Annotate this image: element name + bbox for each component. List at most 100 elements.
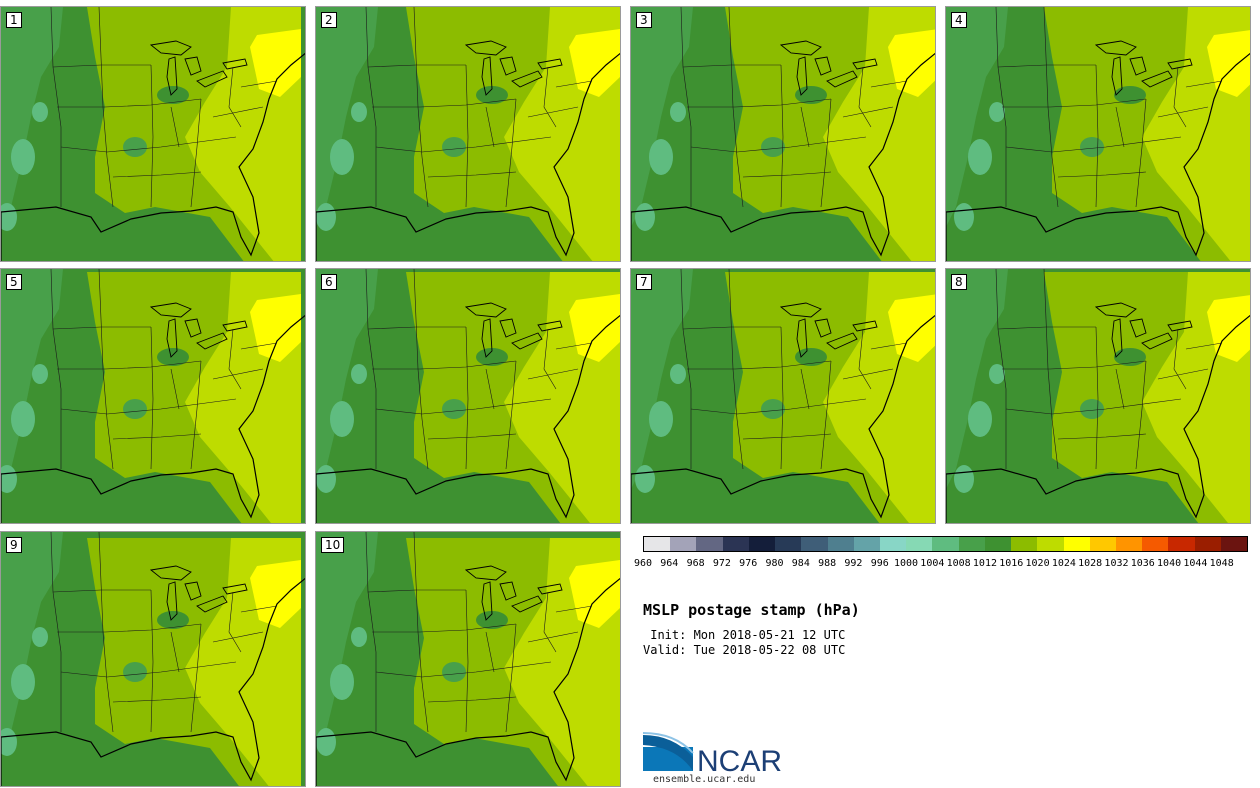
ensemble-member-map: 8 — [945, 268, 1251, 524]
state-border — [240, 342, 278, 350]
state-border — [150, 326, 154, 470]
state-border — [190, 360, 202, 470]
great-lake-outline — [779, 40, 822, 56]
state-border — [543, 328, 557, 390]
pressure-band — [250, 294, 301, 362]
pressure-patch — [330, 664, 354, 700]
state-border — [190, 623, 202, 733]
state-border — [372, 360, 517, 370]
pressure-band — [316, 532, 378, 752]
pressure-band — [250, 560, 301, 628]
pressure-patch — [316, 728, 336, 756]
pressure-patch — [795, 86, 827, 104]
state-border — [687, 360, 832, 370]
pressure-patch — [989, 364, 1005, 384]
state-border — [57, 98, 202, 108]
state-border — [858, 66, 872, 128]
pressure-patch — [157, 348, 189, 366]
state-border — [1185, 342, 1223, 350]
colorbar-tick-label: 1040 — [1157, 558, 1182, 569]
pressure-patch — [1114, 348, 1146, 366]
colorbar-tick-label: 1036 — [1130, 558, 1155, 569]
pressure-patch — [11, 664, 35, 700]
mslp-map — [316, 7, 620, 261]
state-border — [682, 64, 781, 68]
state-border — [505, 360, 517, 470]
pressure-patch — [123, 662, 147, 682]
great-lake-outline — [826, 332, 858, 350]
great-lake-outline — [481, 581, 493, 621]
great-lake-outline — [1111, 56, 1123, 96]
state-border — [1185, 80, 1223, 88]
member-label: 9 — [6, 537, 22, 553]
state-border — [858, 328, 872, 390]
state-border — [680, 269, 692, 469]
pressure-patch — [968, 139, 992, 175]
colorbar-tick-label: 984 — [791, 558, 810, 569]
coastline — [316, 577, 620, 786]
pressure-patch — [1, 203, 17, 231]
great-lake-outline — [222, 58, 248, 70]
state-border — [1057, 171, 1147, 178]
chart-title: MSLP postage stamp (hPa) — [643, 601, 860, 619]
state-border — [150, 64, 154, 208]
colorbar-tick-label: 1012 — [972, 558, 997, 569]
state-border — [687, 98, 832, 108]
state-border — [50, 7, 62, 207]
great-lake-outline — [1129, 56, 1147, 76]
logo-swoosh-highlight — [643, 732, 694, 754]
state-border — [367, 326, 466, 330]
colorbar-swatch — [670, 537, 697, 551]
state-border — [780, 64, 784, 208]
mslp-map — [946, 269, 1250, 523]
great-lake-outline — [1094, 40, 1137, 56]
great-lake-outline — [481, 318, 493, 358]
state-border — [465, 326, 469, 470]
great-lake-outline — [1141, 70, 1173, 88]
state-border — [1173, 328, 1187, 390]
great-lake-outline — [149, 40, 192, 56]
colorbar-swatch — [1011, 537, 1038, 551]
member-label: 5 — [6, 274, 22, 290]
colorbar-swatch — [879, 537, 907, 551]
state-border — [60, 398, 237, 415]
state-border — [555, 80, 593, 88]
pressure-patch — [442, 662, 466, 682]
state-border — [527, 106, 579, 118]
state-border — [52, 64, 151, 68]
valid-time: Valid: Tue 2018-05-22 08 UTC — [643, 643, 846, 657]
ensemble-member-map: 5 — [0, 268, 306, 524]
great-lake-outline — [499, 581, 517, 601]
pressure-patch — [351, 627, 367, 647]
state-border — [375, 398, 552, 415]
pressure-band — [316, 7, 378, 227]
mslp-map — [1, 269, 305, 523]
state-border — [427, 696, 517, 703]
pressure-band — [946, 269, 1008, 489]
great-lake-outline — [196, 595, 228, 613]
ensemble-member-map: 6 — [315, 268, 621, 524]
state-border — [427, 171, 517, 178]
state-border — [427, 433, 517, 440]
state-border — [228, 66, 242, 128]
great-lake-outline — [852, 320, 878, 332]
pressure-patch — [795, 348, 827, 366]
pressure-band — [888, 29, 935, 97]
great-lake-outline — [222, 583, 248, 595]
mslp-map — [1, 7, 305, 261]
state-border — [800, 368, 810, 410]
state-border — [150, 589, 154, 733]
colorbar-tick-label: 1048 — [1209, 558, 1234, 569]
pressure-patch — [670, 364, 686, 384]
state-border — [997, 64, 1096, 68]
great-lake-outline — [537, 58, 563, 70]
great-lake-outline — [499, 318, 517, 338]
colorbar-tick-label: 968 — [686, 558, 705, 569]
mslp-map — [316, 269, 620, 523]
colorbar-tick-label: 988 — [818, 558, 837, 569]
state-border — [228, 591, 242, 653]
state-border — [505, 98, 517, 208]
state-border — [367, 589, 466, 593]
ncar-logo: NCAR — [643, 732, 782, 775]
great-lake-outline — [464, 565, 507, 581]
